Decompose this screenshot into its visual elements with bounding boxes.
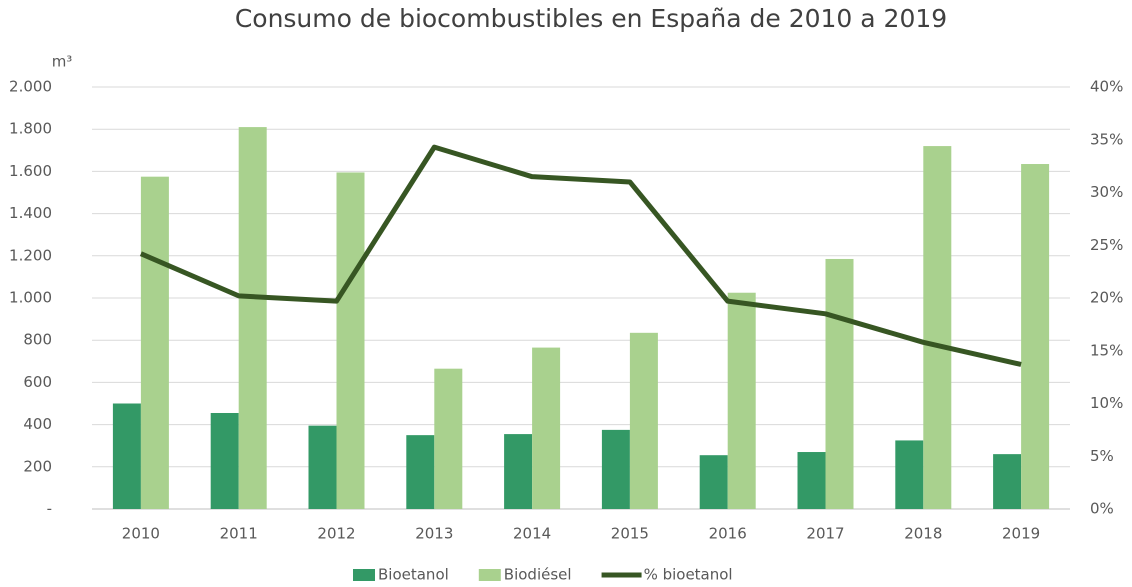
x-tick-label: 2014 [513, 525, 551, 543]
bar [727, 292, 756, 509]
chart-title: Consumo de biocombustibles en España de … [235, 4, 947, 33]
x-tick-label: 2011 [220, 525, 258, 543]
bar [336, 172, 365, 509]
bar [112, 403, 141, 509]
bar [699, 455, 728, 509]
bar [238, 127, 267, 509]
bar [601, 429, 630, 509]
x-tick-label: 2016 [709, 525, 747, 543]
y2-tick-label: 15% [1090, 341, 1123, 359]
x-tick-label: 2013 [415, 525, 453, 543]
x-tick-label: 2010 [122, 525, 160, 543]
y-tick-label: 600 [23, 373, 52, 391]
bar [825, 258, 854, 509]
legend-swatch [353, 569, 375, 581]
line [139, 144, 1022, 367]
bar [210, 412, 239, 509]
legend-label: Biodiésel [504, 566, 572, 584]
y2-tick-label: 0% [1090, 500, 1114, 518]
x-tick-label: 2018 [904, 525, 942, 543]
bar [993, 454, 1022, 509]
x-tick-label: 2015 [611, 525, 649, 543]
x-tick-label: 2012 [317, 525, 355, 543]
x-tick-label: 2019 [1002, 525, 1040, 543]
bar [1021, 164, 1050, 509]
bar [406, 435, 435, 509]
bar [504, 434, 533, 509]
y-tick-label: 1.200 [9, 246, 52, 264]
y-tick-label: 1.600 [9, 162, 52, 180]
bar [434, 368, 463, 509]
y-tick-label: 1.800 [9, 120, 52, 138]
y-tick-label: 1.400 [9, 204, 52, 222]
y-tick-label: - [47, 500, 52, 518]
bar [629, 332, 658, 509]
y2-tick-label: 5% [1090, 447, 1114, 465]
y2-tick-label: 10% [1090, 394, 1123, 412]
bar [308, 425, 337, 509]
legend-swatch [478, 569, 501, 581]
bar [895, 440, 924, 509]
bar [923, 146, 952, 509]
legend-label: % bioetanol [644, 566, 733, 584]
y2-tick-label: 35% [1090, 130, 1123, 148]
y2-tick-label: 30% [1090, 183, 1123, 201]
y-tick-label: 200 [23, 457, 52, 475]
y-tick-label: 1.000 [9, 289, 52, 307]
bar [532, 347, 561, 509]
y-tick-label: 400 [23, 415, 52, 433]
y-tick-label: 2.000 [9, 78, 52, 96]
y2-tick-label: 20% [1090, 289, 1123, 307]
y-tick-label: 800 [23, 331, 52, 349]
x-tick-label: 2017 [806, 525, 844, 543]
y2-tick-label: 40% [1090, 78, 1123, 96]
y2-tick-label: 25% [1090, 236, 1123, 254]
legend-label: Bioetanol [378, 566, 449, 584]
bar [140, 176, 169, 510]
bar [797, 452, 826, 509]
y-axis-label: m³ [52, 53, 73, 71]
